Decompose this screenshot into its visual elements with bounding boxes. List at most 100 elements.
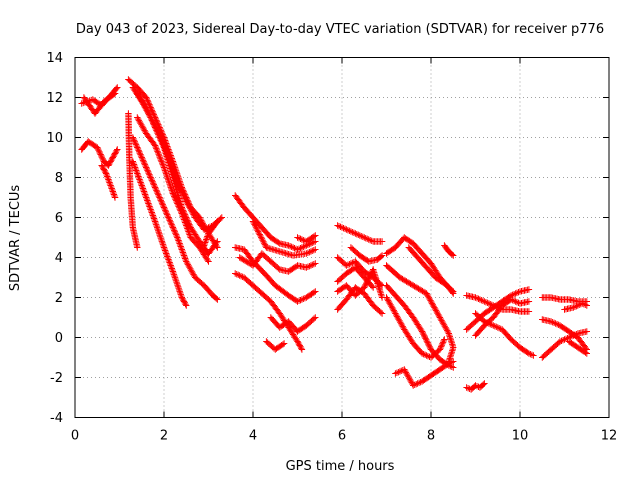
series-track-18 [267,314,319,335]
data-point [155,227,162,234]
data-point [137,152,145,160]
data-point [365,236,372,243]
data-point [151,182,158,190]
data-point [134,114,141,121]
data-point [424,339,431,346]
data-point [187,207,195,214]
data-point [364,235,371,242]
data-point [253,225,260,232]
data-point [507,296,515,303]
data-point [165,214,172,221]
data-point [129,134,136,141]
x-tick-label: 10 [512,429,529,444]
data-point [414,284,421,292]
data-point [552,320,559,327]
data-point [174,201,182,209]
data-point [289,244,297,251]
data-point [310,261,317,268]
data-point [312,246,319,253]
data-point [202,225,209,232]
data-point [448,359,455,366]
data-point [260,238,267,245]
data-point [172,230,179,237]
data-point [448,251,456,258]
data-point [310,239,317,246]
data-point [143,165,150,173]
data-point [106,180,114,188]
data-point [411,381,418,388]
data-point [479,297,487,304]
data-point [173,198,180,206]
data-point [494,324,501,331]
data-point [182,220,189,228]
data-point [310,233,318,240]
data-point [96,149,104,157]
data-point [438,317,445,324]
data-point [303,250,310,257]
data-point [152,143,159,151]
data-point [179,249,187,256]
data-point [146,172,154,180]
data-point [350,229,358,236]
data-point [390,307,397,314]
series-track-28 [383,262,457,365]
data-point [358,233,365,240]
data-point [107,158,114,165]
data-point [444,361,451,368]
data-point [150,181,157,188]
data-point [402,277,409,284]
data-point [307,262,315,269]
data-point [573,303,580,310]
data-point [433,308,440,316]
data-point [153,128,161,135]
data-point [142,102,149,110]
data-point [110,189,117,197]
data-point [165,257,173,265]
data-point [138,180,145,188]
data-point [152,221,160,228]
data-point [78,100,85,107]
data-point [472,382,479,389]
data-point [141,189,148,197]
data-point [166,260,174,268]
data-point [257,232,264,240]
data-point [180,252,188,259]
data-point [111,90,119,97]
data-point [397,319,404,326]
data-point [424,291,431,299]
data-point [334,222,341,229]
data-point [553,321,561,328]
data-point [421,333,428,341]
data-point [204,231,212,239]
data-point [140,125,147,133]
data-point [159,161,166,168]
data-point [286,251,294,258]
data-point [107,182,114,189]
data-point [232,270,239,277]
data-point [176,184,184,191]
data-point [275,239,282,246]
data-point [491,323,498,330]
data-point [510,297,518,304]
data-point [166,217,173,224]
data-point [490,322,497,329]
data-point [286,243,294,250]
data-point [133,168,140,176]
data-point [236,254,243,261]
data-point [160,244,168,251]
data-point [181,194,188,201]
data-point [170,225,177,233]
data-point [251,221,258,228]
data-point [562,335,570,342]
series-track-11 [134,114,212,265]
data-point [352,230,359,237]
data-point [186,204,193,211]
data-point [243,258,250,265]
data-point [525,286,533,293]
x-tick-label: 12 [601,429,618,444]
data-point [571,303,579,310]
data-point [184,261,192,268]
data-point [385,298,393,306]
x-tick-label: 4 [249,429,257,444]
